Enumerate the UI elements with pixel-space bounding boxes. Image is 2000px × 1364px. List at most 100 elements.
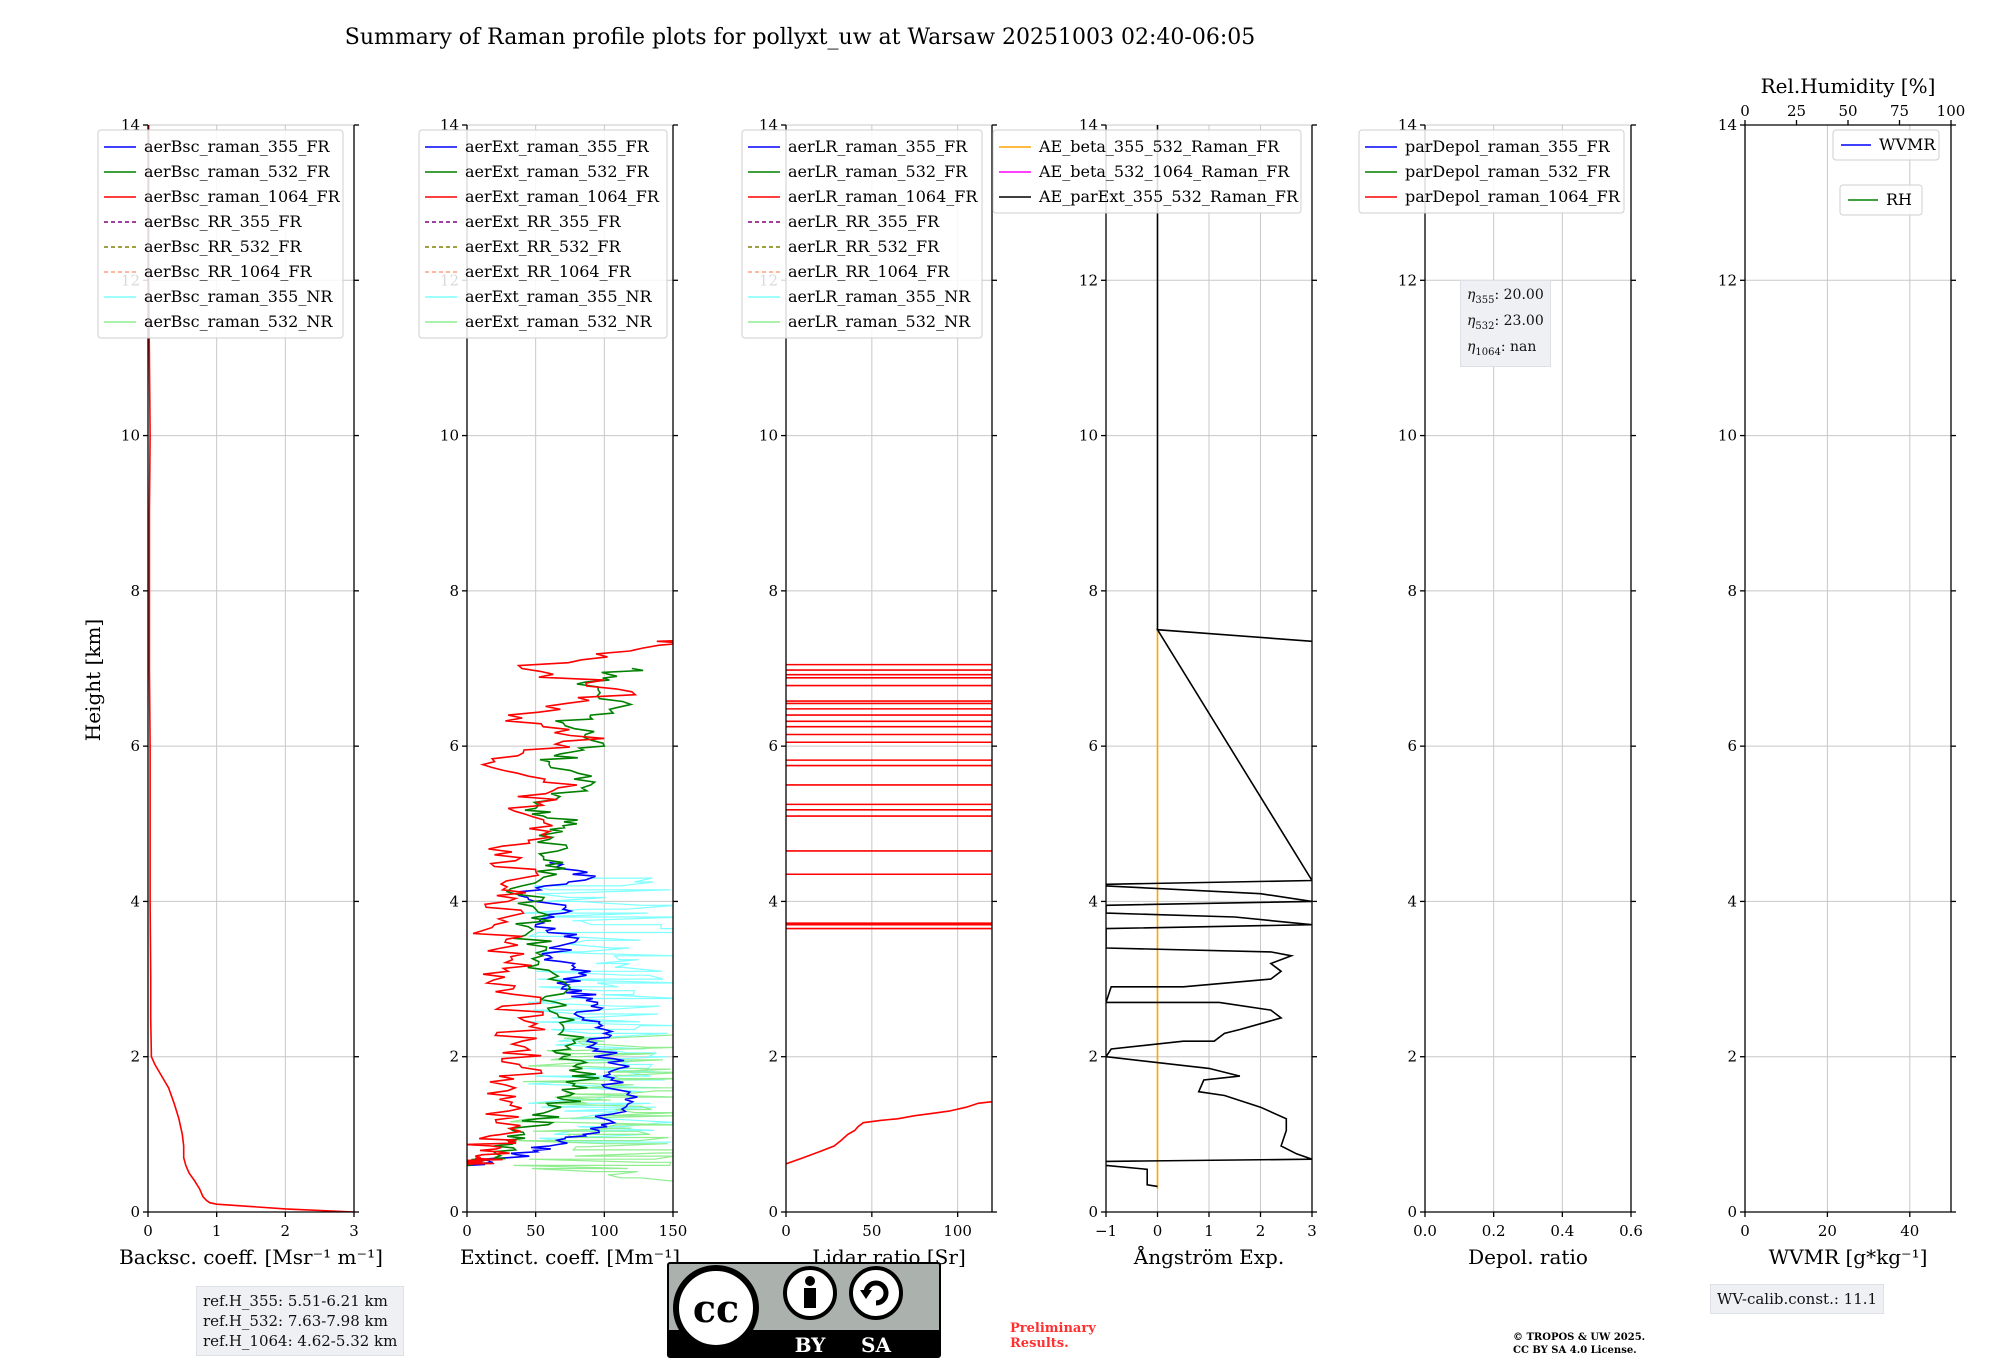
preliminary-line-2: Results. [1010,1336,1069,1351]
legend-label: aerExt_raman_355_FR [465,137,650,156]
x-tick-label: 20 [1818,1222,1837,1240]
x-tick-label: 0 [462,1222,472,1240]
preliminary-line-1: Preliminary [1010,1321,1096,1336]
legend-label: aerExt_RR_355_FR [465,212,622,231]
series-group [1106,125,1312,1189]
y-tick-label: 4 [768,892,778,910]
legend-box [992,129,1302,214]
y-tick-label: 10 [121,427,140,445]
x-tick-label: 2 [281,1222,291,1240]
legend-label: aerExt_raman_532_FR [465,162,650,181]
x-tick-label: 40 [1900,1222,1919,1240]
ref-height-532: ref.H_532: 7.63-7.98 km [203,1312,388,1330]
y-tick-label: 14 [1718,116,1737,134]
legend-label: aerLR_raman_532_NR [788,312,971,331]
x-tick-label: 100 [590,1222,619,1240]
y-tick-label: 8 [449,582,459,600]
y-tick-label: 10 [759,427,778,445]
legend: AE_beta_355_532_Raman_FR AE_beta_532_1064… [992,129,1302,214]
legend-box [1839,184,1923,216]
legend: WVMR RH [1832,129,1940,216]
x-tick-label: 0 [143,1222,153,1240]
y-tick-label: 0 [449,1203,459,1221]
top-x-tick-label: 0 [1740,102,1750,120]
y-tick-label: 4 [1727,892,1737,910]
legend-label: aerExt_RR_1064_FR [465,262,632,281]
y-tick-label: 2 [1088,1048,1098,1066]
legend-label: parDepol_raman_532_FR [1405,162,1611,181]
x-axis-label: Ångström Exp. [1133,1244,1284,1269]
y-tick-label: 10 [1718,427,1737,445]
x-axis-label: WVMR [g*kg⁻¹] [1769,1245,1928,1269]
legend-label: aerLR_raman_1064_FR [788,187,978,206]
x-tick-label: 0 [1740,1222,1750,1240]
eta-values-box: η355: 20.00 η532: 23.00 η1064: nan [1460,280,1551,368]
copyright-line-2: CC BY SA 4.0 License. [1513,1345,1637,1356]
x-tick-label: 150 [659,1222,688,1240]
x-tick-label: 100 [943,1222,972,1240]
figure-title: Summary of Raman profile plots for polly… [345,25,1255,50]
y-tick-label: 6 [449,737,459,755]
legend-label: parDepol_raman_1064_FR [1405,187,1621,206]
legend-label: aerBsc_raman_532_FR [144,162,330,181]
y-tick-label: 4 [130,892,140,910]
top-x-tick-label: 100 [1937,102,1966,120]
legend-box [418,129,668,339]
grid [1105,124,1313,1213]
y-tick-label: 10 [1079,427,1098,445]
y-tick-label: 2 [130,1048,140,1066]
copyright-line-1: © TROPOS & UW 2025. [1513,1332,1645,1343]
grid [1744,124,1951,1213]
y-tick-label: 6 [130,737,140,755]
series-aerBsc_raman_1064_FR [148,125,354,1212]
legend-box [97,129,344,339]
x-axis-label: Depol. ratio [1468,1245,1588,1269]
legend-label: aerLR_RR_532_FR [788,237,940,256]
series-aerExt_raman_355_FR [467,861,638,1167]
share-alike-icon [849,1266,903,1320]
sa-label: SA [861,1333,891,1357]
panel-lr: 02468101214050100Lidar ratio [Sr]aerLR_r… [741,116,997,1269]
y-tick-label: 8 [768,582,778,600]
series-AE_parExt_355_532_Raman_FR [1106,125,1312,1188]
legend-box [741,129,983,339]
cc-icon [673,1265,759,1351]
legend-label: aerLR_RR_1064_FR [788,262,950,281]
x-tick-label: 3 [1307,1222,1317,1240]
series-group [467,637,673,1182]
eta-1064: η1064: nan [1467,338,1537,358]
legend: aerExt_raman_355_FR aerExt_raman_532_FRae… [418,129,668,339]
series-aerLR_raman_1064_FR [786,1100,992,1165]
legend-label: aerExt_raman_355_NR [465,287,653,306]
y-tick-label: 2 [768,1048,778,1066]
y-tick-label: 10 [1398,427,1417,445]
reference-heights-box: ref.H_355: 5.51-6.21 km ref.H_532: 7.63-… [196,1286,405,1356]
y-axis-label: Height [km] [81,619,105,741]
series-aerExt_raman_532_FR [467,667,644,1167]
x-tick-label: 50 [862,1222,881,1240]
cc-license-badge[interactable]: cc BY SA [667,1262,941,1358]
y-tick-label: 2 [1727,1048,1737,1066]
y-tick-label: 10 [440,427,459,445]
y-tick-label: 0 [1727,1203,1737,1221]
ref-height-1064: ref.H_1064: 4.62-5.32 km [203,1332,398,1350]
legend-label: aerBsc_RR_355_FR [144,212,302,231]
panel-bsc: 024681012140123Backsc. coeff. [Msr⁻¹ m⁻¹… [97,116,383,1269]
y-tick-label: 0 [768,1203,778,1221]
eta-532: η532: 23.00 [1467,312,1544,332]
legend-label: aerBsc_RR_1064_FR [144,262,313,281]
by-label: BY [795,1333,827,1357]
y-tick-label: 2 [449,1048,459,1066]
y-tick-label: 4 [1088,892,1098,910]
legend-label: AE_beta_532_1064_Raman_FR [1038,162,1290,181]
wv-calib-constant: WV-calib.const.: 11.1 [1717,1290,1878,1308]
legend-label: aerLR_raman_355_NR [788,287,971,306]
legend-label: parDepol_raman_355_FR [1405,137,1611,156]
y-tick-label: 0 [130,1203,140,1221]
y-tick-label: 4 [449,892,459,910]
panels: 024681012140123Backsc. coeff. [Msr⁻¹ m⁻¹… [97,74,1965,1269]
